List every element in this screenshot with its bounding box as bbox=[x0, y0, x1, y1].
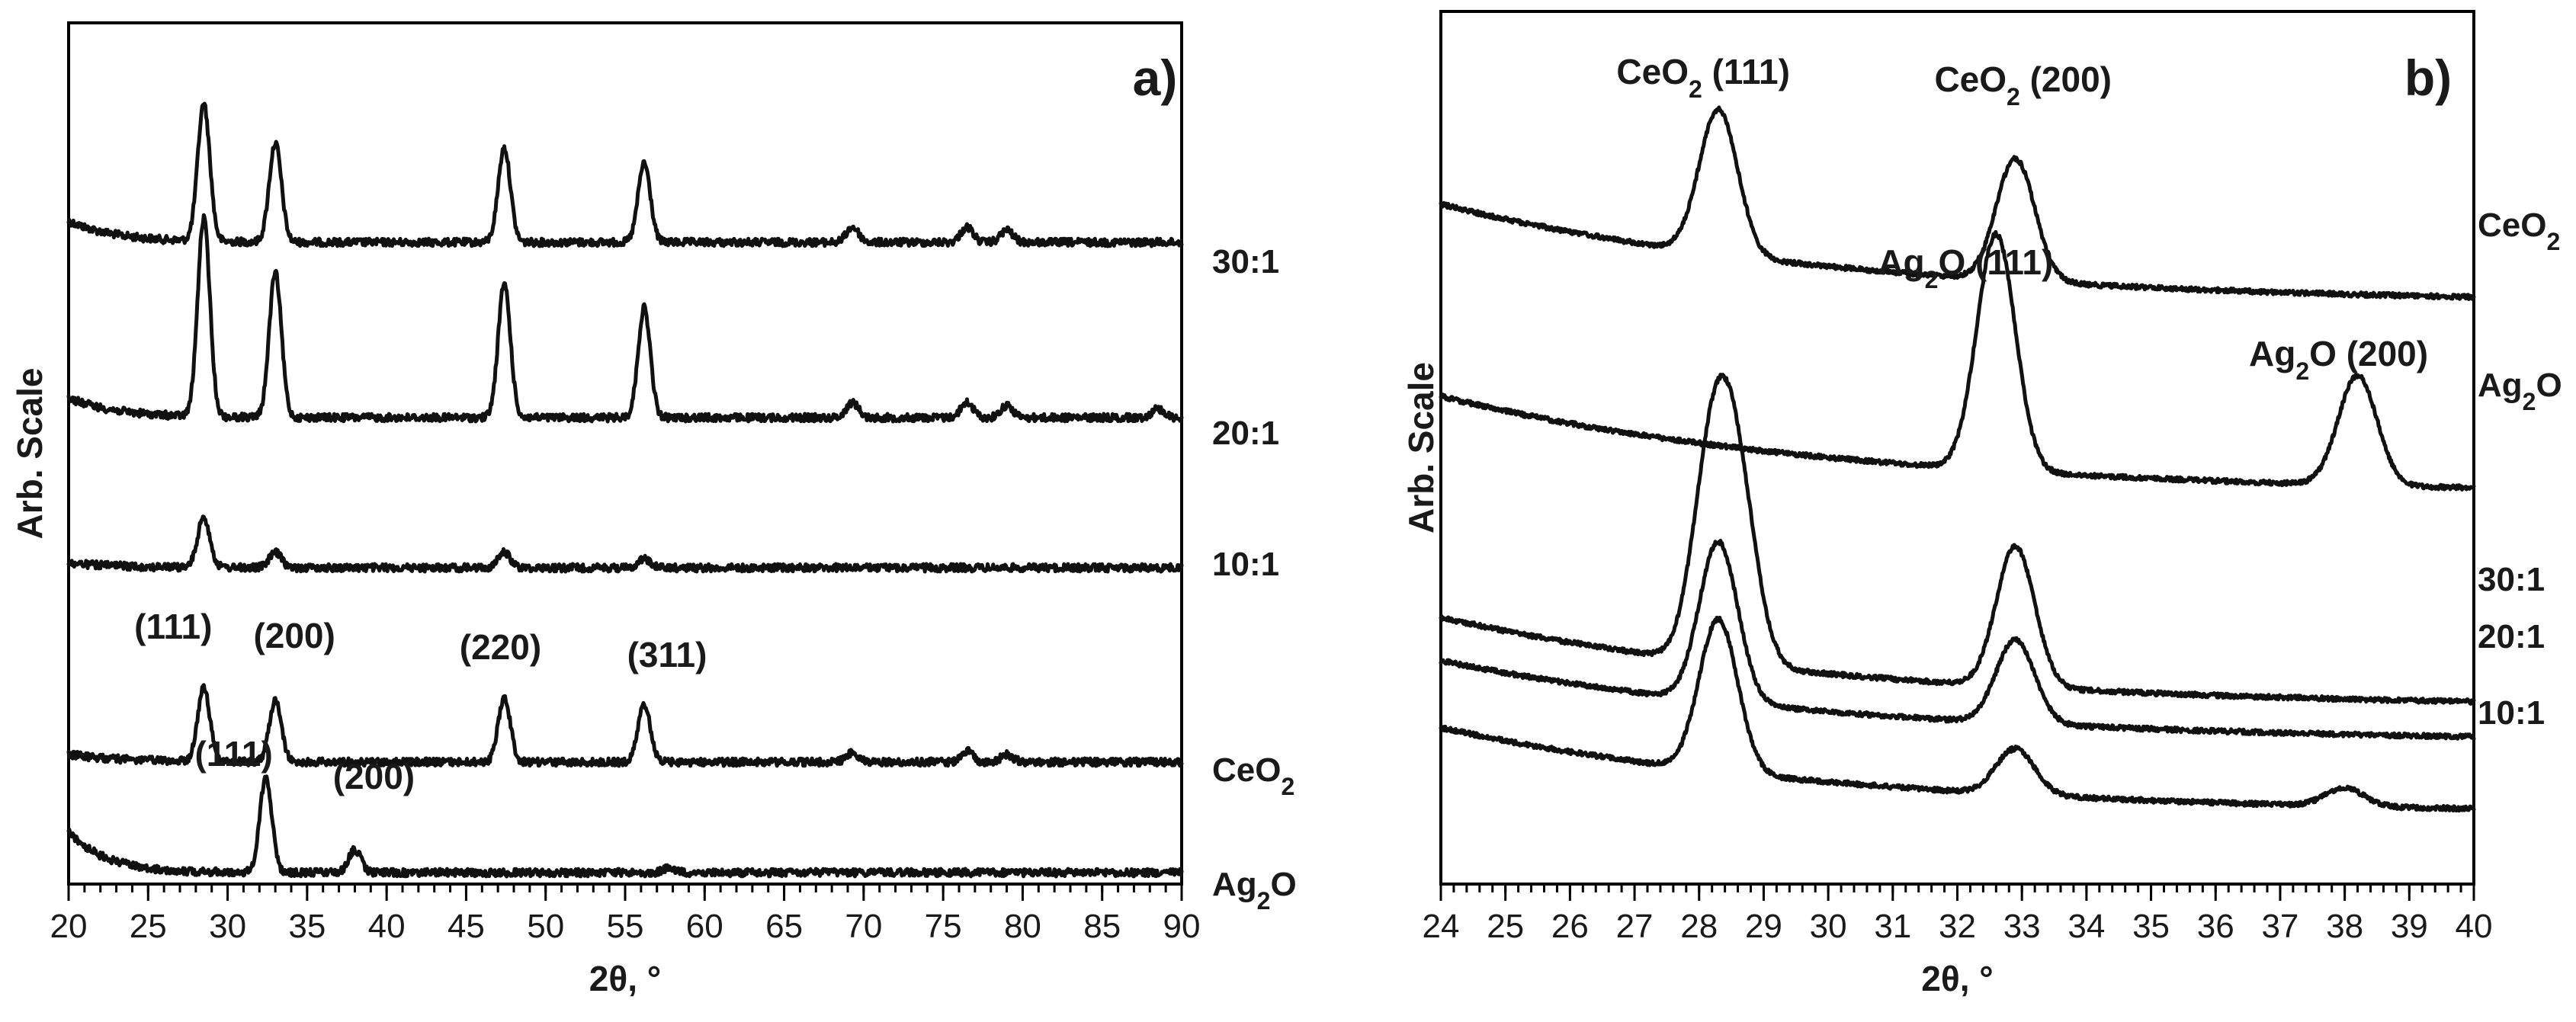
series-label: Ag2O bbox=[2478, 367, 2562, 415]
x-tick-label: 30 bbox=[1810, 908, 1847, 945]
x-tick-label: 25 bbox=[1487, 908, 1524, 945]
peak-annotation: CeO2 (111) bbox=[1616, 52, 1789, 103]
panel-label: a) bbox=[1133, 50, 1178, 106]
x-tick-label: 38 bbox=[2326, 908, 2363, 945]
x-tick-label: 90 bbox=[1163, 908, 1201, 945]
chart-panel-b: 24 25 26 27 28 29 30 31 32 33 34 35 36 37 38 39 40 2θ, ° A… bbox=[1401, 10, 2562, 998]
x-tick-label: 27 bbox=[1616, 908, 1654, 945]
series-line-101 bbox=[66, 514, 1184, 574]
series-line-101 bbox=[1439, 615, 2476, 813]
series-label: 10:1 bbox=[1212, 546, 1279, 583]
x-axis-label: 2θ, ° bbox=[589, 959, 661, 998]
x-tick-label: 75 bbox=[925, 908, 962, 945]
x-axis-label: 2θ, ° bbox=[1921, 959, 1993, 998]
x-tick-label: 35 bbox=[2132, 908, 2170, 945]
x-tick-label: 55 bbox=[607, 908, 644, 945]
x-tick-label: 40 bbox=[2456, 908, 2493, 945]
peak-annotation: (220) bbox=[460, 627, 541, 667]
series-label: 20:1 bbox=[2478, 618, 2545, 655]
x-tick-label: 85 bbox=[1083, 908, 1121, 945]
series-line-201 bbox=[66, 213, 1184, 424]
x-tick-label: 29 bbox=[1745, 908, 1782, 945]
x-tick-label: 31 bbox=[1874, 908, 1911, 945]
peak-annotation: Ag2O (111) bbox=[1878, 242, 2053, 293]
peak-annotation: CeO2 (200) bbox=[1934, 59, 2112, 111]
x-tick-label: 34 bbox=[2068, 908, 2105, 945]
series-line-ceo2 bbox=[1439, 105, 2476, 301]
series-line-ceo2 bbox=[66, 683, 1184, 768]
y-axis-label: Arb. Scale bbox=[10, 368, 50, 540]
x-tick-label: 39 bbox=[2391, 908, 2428, 945]
x-tick-label: 32 bbox=[1939, 908, 1976, 945]
series-line-301 bbox=[1439, 373, 2476, 706]
peak-annotation: (311) bbox=[627, 635, 707, 674]
series-line-201 bbox=[1439, 539, 2476, 741]
panel-label: b) bbox=[2404, 50, 2452, 106]
x-tick-label: 26 bbox=[1551, 908, 1589, 945]
peak-annotation: (200) bbox=[333, 757, 415, 796]
peak-annotation: (111) bbox=[194, 734, 272, 774]
peak-annotation: (200) bbox=[253, 616, 335, 655]
x-tick-label: 65 bbox=[765, 908, 803, 945]
series-label: Ag2O bbox=[1212, 866, 1297, 915]
series-label: CeO2 bbox=[1212, 751, 1294, 800]
series-line-ag2o bbox=[66, 774, 1184, 879]
series-label: 30:1 bbox=[2478, 561, 2545, 598]
x-tick-label: 36 bbox=[2197, 908, 2234, 945]
series-line-ag2o bbox=[1439, 229, 2476, 492]
series-label: 10:1 bbox=[2478, 694, 2545, 732]
series-label: CeO2 bbox=[2478, 207, 2560, 255]
x-tick-label: 80 bbox=[1004, 908, 1041, 945]
series-label: 20:1 bbox=[1212, 415, 1279, 452]
peak-annotation: Ag2O (200) bbox=[2249, 334, 2428, 385]
x-tick-label: 70 bbox=[845, 908, 882, 945]
x-tick-label: 50 bbox=[527, 908, 564, 945]
x-tick-label: 45 bbox=[448, 908, 485, 945]
series-label: 30:1 bbox=[1212, 243, 1279, 280]
series-line-301 bbox=[66, 101, 1184, 248]
x-tick-label: 24 bbox=[1423, 908, 1460, 945]
x-tick-label: 60 bbox=[686, 908, 723, 945]
x-tick-label: 30 bbox=[209, 908, 246, 945]
x-tick-label: 33 bbox=[2003, 908, 2041, 945]
x-tick-label: 20 bbox=[50, 908, 88, 945]
y-axis-label: Arb. Scale bbox=[1401, 362, 1441, 533]
peak-annotation: (111) bbox=[134, 607, 212, 646]
chart-panel-a: 20 25 30 35 40 45 50 55 60 65 70 75 80 85 90 2θ, ° Arb. … bbox=[10, 21, 1297, 998]
x-tick-label: 35 bbox=[288, 908, 326, 945]
x-tick-label: 40 bbox=[368, 908, 406, 945]
x-tick-label: 25 bbox=[130, 908, 167, 945]
x-tick-label: 28 bbox=[1680, 908, 1718, 945]
x-tick-label: 37 bbox=[2261, 908, 2299, 945]
